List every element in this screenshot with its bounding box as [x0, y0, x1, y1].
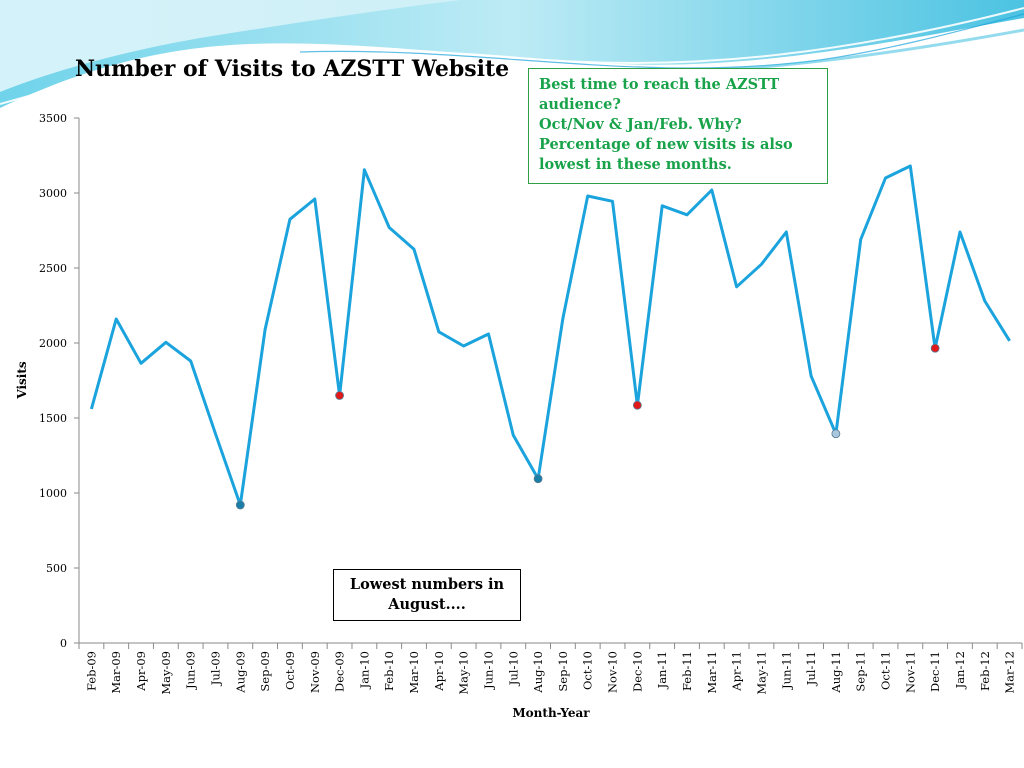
- x-tick-label: Oct-11: [879, 651, 893, 690]
- x-tick-label: May-10: [457, 651, 471, 695]
- visits-series-line: [89, 164, 1011, 507]
- x-axis: Feb-09 Mar-09 Apr-09 May-09 Jun-09 Jul-09 Aug-…: [78, 642, 1023, 695]
- y-tick-label: 500: [46, 562, 67, 575]
- y-tick-label: 0: [60, 637, 67, 650]
- x-tick-label: Jan-12: [953, 651, 967, 689]
- x-tick-label: Oct-10: [581, 651, 595, 690]
- highlight-marker: [533, 474, 543, 484]
- x-tick-label: Dec-09: [333, 651, 347, 692]
- y-axis-label: Visits: [15, 361, 29, 400]
- x-tick-label: Apr-10: [432, 651, 446, 692]
- annotation-lowest-august: Lowest numbers in August....: [333, 569, 521, 621]
- highlight-marker: [335, 391, 344, 400]
- wave-shape-mid: [0, 0, 460, 92]
- x-tick-label: Apr-11: [730, 651, 744, 692]
- annotation-line: lowest in these months.: [539, 156, 732, 173]
- wave-line-1: [0, 7, 1024, 105]
- decorative-wave-banner: [0, 0, 1024, 108]
- x-tick-label: May-09: [159, 651, 173, 695]
- x-tick-label: Jun-10: [481, 651, 495, 690]
- x-tick-label: Feb-12: [978, 651, 992, 691]
- x-tick-label: Mar-12: [1003, 651, 1017, 694]
- y-tick-label: 2500: [39, 262, 67, 275]
- y-tick-label: 3500: [39, 112, 67, 125]
- annotation-line: Oct/Nov & Jan/Feb. Why?: [539, 116, 742, 133]
- x-tick-label: Dec-10: [630, 651, 644, 692]
- y-axis: 0 500 1000 1500 2000 2500 3000 3500: [39, 112, 80, 650]
- x-tick-label: Jul-10: [506, 651, 520, 686]
- highlight-marker: [831, 429, 841, 439]
- markers-group: [235, 343, 940, 510]
- x-tick-label: Jul-09: [208, 651, 222, 686]
- x-tick-label: Mar-09: [109, 651, 123, 694]
- x-tick-label: May-11: [754, 651, 768, 695]
- x-tick-label: Sep-11: [854, 651, 868, 692]
- series-line-group: [89, 164, 1011, 507]
- x-tick-label: Nov-09: [308, 651, 322, 693]
- x-tick-label: Sep-10: [556, 651, 570, 692]
- x-tick-label: Jun-09: [184, 651, 198, 690]
- x-tick-label: Feb-11: [680, 651, 694, 691]
- x-tick-label: Mar-10: [407, 651, 421, 694]
- annotation-line: audience?: [539, 96, 621, 113]
- x-tick-label: Jul-11: [804, 651, 818, 686]
- x-tick-label: Feb-09: [84, 651, 98, 691]
- x-tick-label: Aug-09: [233, 651, 247, 694]
- y-tick-label: 1500: [39, 412, 67, 425]
- x-tick-label: Sep-09: [258, 651, 272, 692]
- y-tick-label: 1000: [39, 487, 67, 500]
- highlight-marker: [930, 343, 940, 353]
- annotation-best-time: Best time to reach the AZSTT audience? O…: [528, 68, 828, 184]
- x-tick-label: Nov-11: [903, 651, 917, 693]
- x-tick-label: Jan-11: [655, 651, 669, 689]
- annotation-text: Lowest numbers in August....: [349, 576, 505, 613]
- x-tick-label: Aug-11: [829, 651, 843, 694]
- chart-title: Number of Visits to AZSTT Website: [75, 56, 510, 82]
- x-axis-label: Month-Year: [512, 706, 590, 720]
- y-tick-label: 3000: [39, 187, 67, 200]
- x-tick-label: Aug-10: [531, 651, 545, 694]
- x-tick-label: Jan-10: [357, 651, 371, 689]
- x-tick-label: Feb-10: [382, 651, 396, 691]
- x-tick-label: Mar-11: [705, 651, 719, 694]
- y-tick-label: 2000: [39, 337, 67, 350]
- annotation-line: Percentage of new visits is also: [539, 136, 793, 153]
- annotation-line: Best time to reach the AZSTT: [539, 76, 780, 93]
- x-tick-label: Apr-09: [134, 651, 148, 692]
- x-tick-label: Nov-10: [606, 651, 620, 693]
- x-tick-label: Dec-11: [928, 651, 942, 692]
- highlight-marker: [235, 500, 245, 510]
- x-tick-label: Jun-11: [779, 651, 793, 690]
- highlight-marker: [632, 400, 642, 410]
- x-tick-label: Oct-09: [283, 651, 297, 690]
